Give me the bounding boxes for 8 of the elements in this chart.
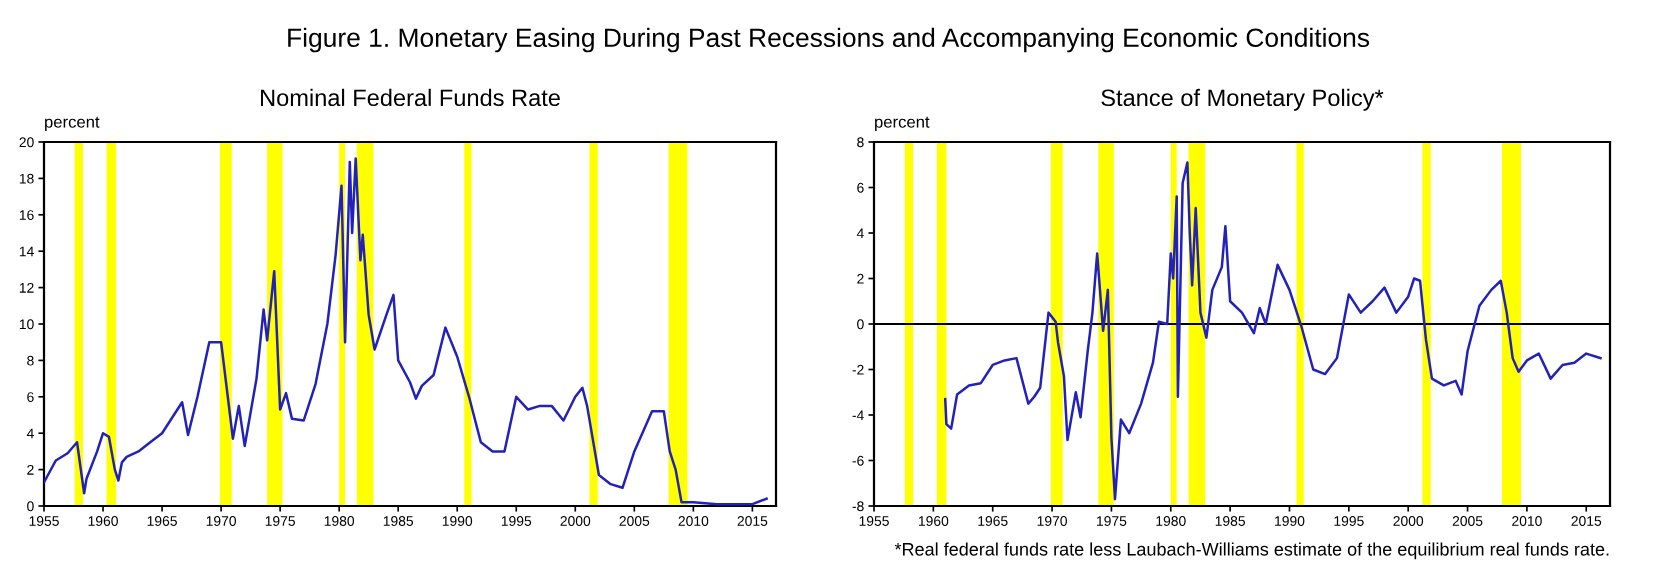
- y-axis-title: percent: [45, 116, 100, 132]
- line-series: [44, 157, 768, 506]
- line-series: [943, 161, 1602, 501]
- y-axis-title: percent: [875, 116, 930, 132]
- chart-title: Stance of Monetary Policy*: [1101, 88, 1384, 111]
- caption: Figure 1. Monetary Easing During Past Recessions and Accompanying Economic Conditions: [288, 27, 1370, 53]
- chart-title: Nominal Federal Funds Rate: [261, 88, 560, 107]
- text: *Real federal funds rate less Laubach-Williams estimate of the equilibrium real funds rate.: [894, 542, 1609, 560]
